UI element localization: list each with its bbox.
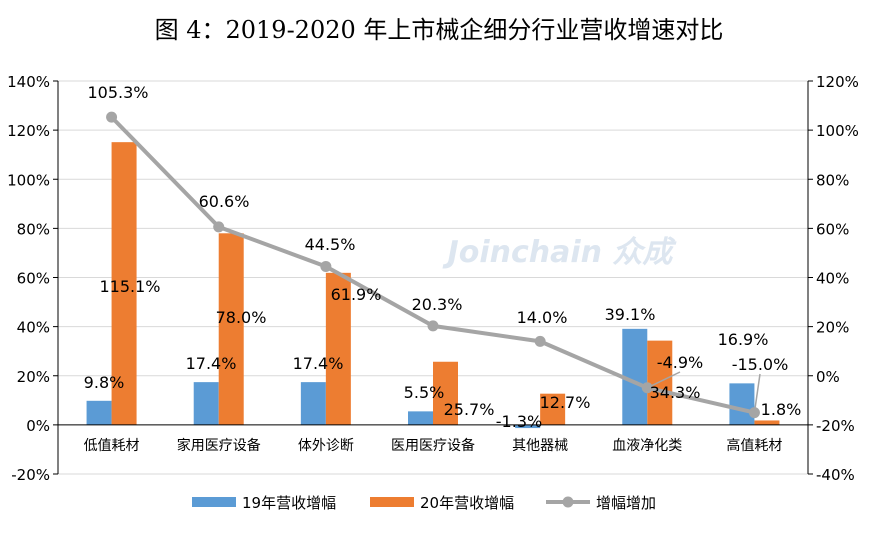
bar-19 xyxy=(729,383,755,425)
left-tick-label: -20% xyxy=(11,466,50,484)
right-tick-label: 80% xyxy=(816,171,849,189)
label-20: 25.7% xyxy=(444,400,495,419)
left-tick-label: 20% xyxy=(17,368,50,386)
left-tick-label: 120% xyxy=(7,122,50,140)
line-point xyxy=(534,335,546,347)
label-20: 115.1% xyxy=(99,277,160,296)
label-19: 9.8% xyxy=(84,373,125,392)
bar-20 xyxy=(218,233,244,425)
right-tick-label: 100% xyxy=(816,122,859,140)
leader-line xyxy=(646,371,681,389)
left-tick-label: 80% xyxy=(17,220,50,238)
bar-20 xyxy=(540,393,566,425)
right-tick-label: -40% xyxy=(816,466,855,484)
bar-20 xyxy=(433,361,458,425)
category-label: 低值耗材 xyxy=(84,438,140,454)
label-increase: 105.3% xyxy=(87,83,148,102)
right-tick-label: 120% xyxy=(816,73,859,91)
leader-line xyxy=(753,373,761,413)
chart-title: 图 4：2019-2020 年上市械企细分行业营收增速对比 xyxy=(154,16,724,44)
bar-20 xyxy=(111,142,137,425)
legend-swatch xyxy=(192,497,236,507)
label-increase: -4.9% xyxy=(657,353,703,372)
bar-20 xyxy=(754,420,780,425)
right-tick-label: 0% xyxy=(816,368,840,386)
legend-label: 增幅增加 xyxy=(596,494,656,512)
bar-19 xyxy=(86,400,112,425)
label-19: 17.4% xyxy=(186,354,237,373)
category-label: 体外诊断 xyxy=(298,438,354,454)
legend-swatch xyxy=(370,497,414,507)
legend-label: 20年营收增幅 xyxy=(420,494,514,512)
left-tick-label: 140% xyxy=(7,73,50,91)
label-19: 16.9% xyxy=(718,330,769,349)
label-20: 61.9% xyxy=(331,285,382,304)
right-tick-label: 20% xyxy=(816,319,849,337)
label-increase: 20.3% xyxy=(412,295,463,314)
bar-19 xyxy=(515,424,541,429)
category-label: 血液净化类 xyxy=(612,438,682,454)
right-tick-label: 40% xyxy=(816,270,849,288)
left-tick-label: 100% xyxy=(7,171,50,189)
category-label: 家用医疗设备 xyxy=(177,437,261,454)
bar-19 xyxy=(193,382,219,425)
label-increase: 44.5% xyxy=(305,235,356,254)
label-20: 1.8% xyxy=(761,400,802,419)
left-tick-label: 60% xyxy=(17,270,50,288)
line-point xyxy=(213,221,225,233)
label-19: 39.1% xyxy=(605,305,656,324)
category-label: 高值耗材 xyxy=(726,437,782,454)
left-tick-label: 40% xyxy=(17,319,50,337)
label-19: 17.4% xyxy=(293,354,344,373)
bar-19 xyxy=(408,411,433,425)
line-point xyxy=(748,407,760,419)
label-increase: -15.0% xyxy=(732,355,789,374)
label-19: 5.5% xyxy=(404,383,445,402)
watermark: Joinchain 众成 xyxy=(443,235,678,270)
line-point xyxy=(106,111,118,123)
legend-label: 19年营收增幅 xyxy=(242,494,336,512)
bar-20 xyxy=(647,340,673,425)
label-19: -1.3% xyxy=(496,412,542,431)
label-20: 12.7% xyxy=(540,393,591,412)
bar-20 xyxy=(325,272,351,425)
category-label: 医用医疗设备 xyxy=(391,437,475,454)
label-increase: 60.6% xyxy=(199,192,250,211)
label-20: 34.3% xyxy=(650,383,701,402)
legend-marker xyxy=(562,496,574,508)
right-tick-label: -20% xyxy=(816,417,855,435)
bar-19 xyxy=(300,382,326,425)
category-label: 其他器械 xyxy=(512,438,568,454)
right-tick-label: 60% xyxy=(816,220,849,238)
label-20: 78.0% xyxy=(216,308,267,327)
line-point xyxy=(427,320,439,332)
left-tick-label: 0% xyxy=(26,417,50,435)
line-point xyxy=(641,382,653,394)
label-increase: 14.0% xyxy=(517,308,568,327)
line-point xyxy=(320,260,332,272)
